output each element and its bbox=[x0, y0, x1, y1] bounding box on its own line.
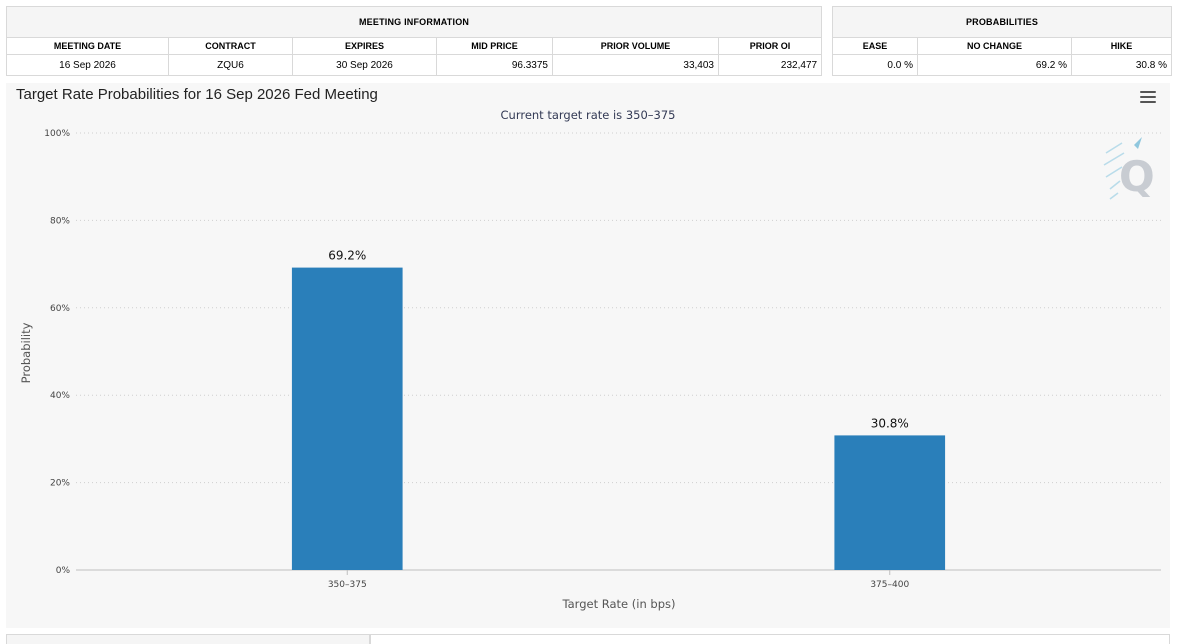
meeting-information-header: MEETING INFORMATION bbox=[5, 6, 823, 38]
y-tick-label: 20% bbox=[50, 479, 70, 489]
column-header-expires: EXPIRES bbox=[292, 37, 437, 55]
column-header-hike: HIKE bbox=[1070, 37, 1173, 55]
chart-subtitle: Current target rate is 350–375 bbox=[500, 108, 676, 122]
ease-value: 0.0 % bbox=[832, 54, 918, 76]
y-tick-label: 80% bbox=[50, 216, 70, 226]
bar-data-label: 69.2% bbox=[328, 249, 366, 263]
table-row: 16 Sep 2026 ZQU6 30 Sep 2026 96.3375 33,… bbox=[6, 54, 823, 76]
probabilities-table: PROBABILITIES EASE NO CHANGE HIKE 0.0 % … bbox=[831, 6, 1173, 76]
target-rate-chart: 0% 20% 40% 60% 80% 100% 69.2% 350–375 30.8% 375–4… bbox=[19, 129, 1161, 611]
contract-value: ZQU6 bbox=[168, 54, 293, 76]
hike-value: 30.8 % bbox=[1070, 54, 1173, 76]
column-header-meeting-date: MEETING DATE bbox=[6, 37, 169, 55]
no-change-value: 69.2 % bbox=[917, 54, 1072, 76]
bar-data-label: 30.8% bbox=[871, 416, 909, 430]
y-axis-title: Probability bbox=[19, 322, 33, 383]
table-row: 0.0 % 69.2 % 30.8 % bbox=[832, 54, 1173, 76]
x-axis-title: Target Rate (in bps) bbox=[562, 597, 676, 611]
column-header-no-change: NO CHANGE bbox=[917, 37, 1072, 55]
x-tick-label: 375–400 bbox=[870, 580, 909, 590]
column-header-prior-oi: PRIOR OI bbox=[717, 37, 823, 55]
column-header-prior-volume: PRIOR VOLUME bbox=[552, 37, 719, 55]
expires-value: 30 Sep 2026 bbox=[292, 54, 437, 76]
prior-volume-value: 33,403 bbox=[552, 54, 719, 76]
svg-text:Q: Q bbox=[1119, 152, 1155, 201]
bar-2[interactable] bbox=[834, 435, 946, 570]
meeting-information-table: MEETING INFORMATION MEETING DATE CONTRAC… bbox=[5, 6, 823, 76]
hamburger-menu-icon[interactable] bbox=[1140, 91, 1156, 105]
next-section-right bbox=[370, 634, 1170, 644]
column-header-mid-price: MID PRICE bbox=[436, 37, 553, 55]
x-tick-label: 350–375 bbox=[328, 580, 367, 590]
meeting-date-value: 16 Sep 2026 bbox=[6, 54, 169, 76]
q-logo-icon: Q bbox=[1103, 137, 1155, 201]
bar-1[interactable] bbox=[291, 267, 403, 570]
column-header-ease: EASE bbox=[832, 37, 918, 55]
y-tick-label: 0% bbox=[56, 566, 71, 576]
y-tick-label: 60% bbox=[50, 304, 70, 314]
probabilities-header: PROBABILITIES bbox=[831, 6, 1173, 38]
next-section-left bbox=[6, 634, 370, 644]
column-header-contract: CONTRACT bbox=[168, 37, 293, 55]
prior-oi-value: 232,477 bbox=[717, 54, 823, 76]
y-tick-label: 40% bbox=[50, 391, 70, 401]
chart-panel: 0% 20% 40% 60% 80% 100% 69.2% 350–375 30.8% 375–4… bbox=[6, 83, 1170, 628]
chart-title: Target Rate Probabilities for 16 Sep 202… bbox=[16, 86, 378, 103]
mid-price-value: 96.3375 bbox=[436, 54, 553, 76]
next-section-strip bbox=[6, 634, 1170, 644]
y-tick-label: 100% bbox=[44, 129, 70, 139]
